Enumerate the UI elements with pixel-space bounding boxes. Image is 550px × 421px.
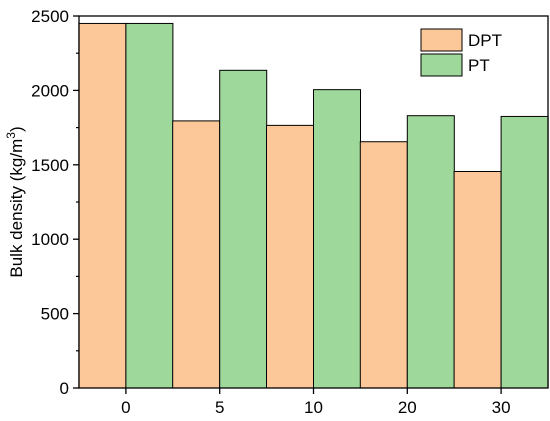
bar-pt-30 bbox=[500, 115, 549, 389]
x-tick-label: 5 bbox=[215, 398, 224, 417]
x-tick-label: 20 bbox=[398, 398, 417, 417]
bar-dpt-10 bbox=[266, 124, 314, 389]
tick-labels: 0 500 1000 1500 2000 2500 0 5 10 20 30 bbox=[31, 7, 510, 417]
legend-label-dpt: DPT bbox=[468, 31, 502, 50]
bar-dpt-30 bbox=[453, 170, 502, 389]
y-tick-label: 0 bbox=[60, 379, 69, 398]
y-tick-label: 1500 bbox=[31, 156, 69, 175]
bar-pt-0 bbox=[125, 22, 174, 389]
legend: DPT PT bbox=[420, 28, 502, 77]
bar-pt-5 bbox=[219, 69, 268, 389]
bar-dpt-20 bbox=[359, 141, 408, 389]
x-tick-label: 10 bbox=[304, 398, 323, 417]
bar-pt-10 bbox=[313, 89, 361, 389]
legend-swatch-pt bbox=[420, 53, 463, 77]
y-tick-label: 2500 bbox=[31, 7, 69, 26]
bar-pt-20 bbox=[406, 115, 455, 389]
y-tick-label: 1000 bbox=[31, 230, 69, 249]
legend-swatch-dpt bbox=[420, 28, 463, 52]
y-axis-ticks bbox=[73, 15, 502, 394]
x-tick-label: 0 bbox=[121, 398, 130, 417]
plot-frame bbox=[78, 15, 549, 389]
legend-label-pt: PT bbox=[468, 56, 490, 75]
x-tick-label: 30 bbox=[492, 398, 511, 417]
bars bbox=[78, 22, 549, 389]
bar-dpt-5 bbox=[172, 120, 221, 389]
y-axis-title: Bulk density (kg/m3) bbox=[4, 126, 26, 277]
y-tick-label: 500 bbox=[41, 305, 69, 324]
y-tick-label: 2000 bbox=[31, 81, 69, 100]
bar-dpt-0 bbox=[78, 22, 127, 389]
